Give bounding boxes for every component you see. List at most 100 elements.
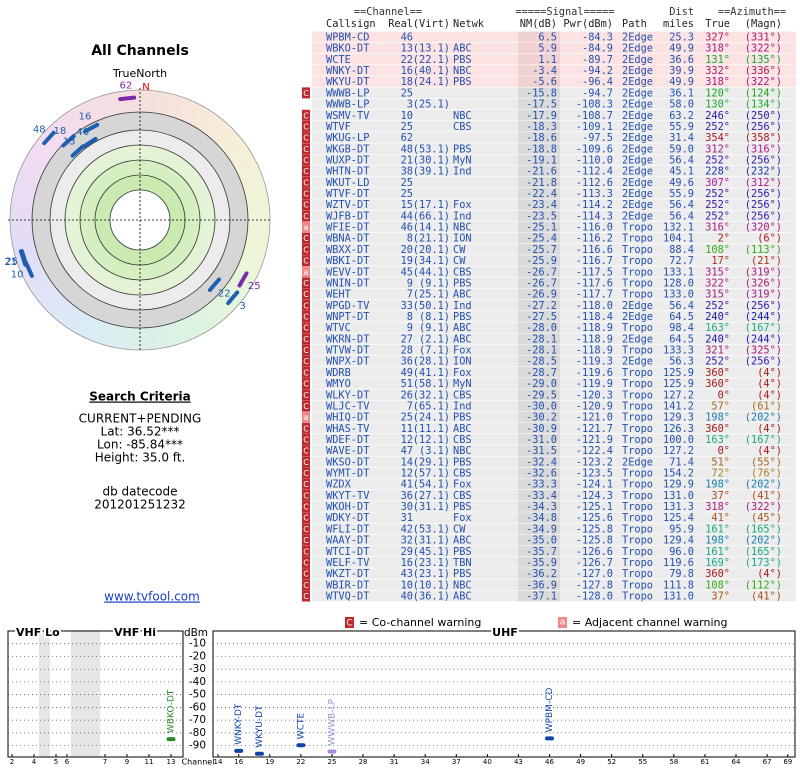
polar-title: All Channels [91, 43, 189, 59]
table-cell: (4°) [757, 389, 782, 401]
table-cell: (4°) [757, 568, 782, 580]
bar-label: WPBM-CD [545, 688, 555, 733]
nm-shade [518, 579, 560, 591]
table-cell: -17.9 [526, 110, 557, 122]
station-marker [82, 122, 100, 134]
flag-box [302, 512, 310, 524]
table-cell: -30.0 [526, 400, 557, 412]
table-cell: -18.6 [526, 132, 557, 144]
table-cell: (9.1) [419, 322, 450, 334]
y-tick-label: -40 [189, 676, 206, 688]
table-cell: 104.1 [663, 233, 694, 245]
table-cell: CW [453, 255, 466, 267]
table-cell: WKUG-LP [326, 132, 369, 144]
table-cell: (31.1) [413, 501, 450, 513]
table-cell: Fox [453, 199, 472, 211]
table-cell: (14.1) [413, 222, 450, 234]
flag-box [302, 299, 310, 311]
table-cell: PBS [453, 412, 472, 424]
table-cell: PBS [453, 143, 472, 155]
column-header: NM(dB) [520, 18, 557, 30]
table-cell: 9 [407, 322, 413, 334]
table-cell: NBC [453, 445, 472, 457]
nm-shade [518, 512, 560, 523]
region-label: VHF Lo [16, 626, 60, 639]
nm-shade [518, 422, 560, 434]
table-cell: Tropo [622, 501, 653, 513]
table-cell: (244°) [745, 333, 782, 345]
table-cell: WAVE-DT [326, 445, 369, 457]
table-cell: 108° [705, 579, 730, 591]
x-tick-label: 14 [214, 758, 223, 766]
x-tick-label: 11 [145, 758, 154, 766]
table-cell: (41°) [751, 490, 782, 502]
flag: C [303, 245, 309, 254]
bar [254, 751, 264, 756]
table-cell: 360° [705, 378, 730, 390]
table-cell: -23.5 [526, 210, 557, 222]
table-cell: Tropo [622, 222, 653, 234]
nm-shade [518, 478, 560, 490]
table-cell: 332° [705, 65, 730, 77]
table-cell: (29.1) [413, 456, 450, 468]
table-cell: 127.2 [663, 445, 694, 457]
table-cell: 47 [401, 445, 413, 457]
nm-shade [518, 456, 560, 468]
table-cell: 59.0 [669, 143, 694, 155]
table-cell: -119.9 [576, 378, 613, 390]
table-cell: WPBM-CD [326, 32, 369, 44]
table-cell: Tropo [622, 557, 653, 569]
table-cell: 2Edge [622, 65, 653, 77]
site-link[interactable]: www.tvfool.com [104, 590, 200, 604]
table-cell: 79.8 [669, 568, 694, 580]
table-cell: -36.2 [526, 568, 557, 580]
table-cell: Ind [453, 166, 472, 178]
table-cell: 129.4 [663, 535, 694, 547]
table-cell: -33.3 [526, 479, 557, 491]
table-cell: WKRN-DT [326, 333, 369, 345]
table-cell: (7.1) [419, 345, 450, 357]
flag: C [303, 89, 309, 98]
table-cell: 246° [705, 110, 730, 122]
table-cell: (112°) [745, 579, 782, 591]
table-cell: -94.2 [582, 65, 613, 77]
table-cell: 133.1 [663, 266, 694, 278]
table-cell: -89.7 [582, 54, 613, 66]
table-cell: -125.6 [576, 512, 613, 524]
table-cell: 100.0 [663, 434, 694, 446]
table-cell: -112.6 [576, 177, 613, 189]
table-cell: (326°) [745, 277, 782, 289]
table-cell: -23.4 [526, 199, 557, 211]
table-cell: 169° [705, 557, 730, 569]
table-cell: WAAY-DT [326, 535, 369, 547]
table-cell: 56.4 [669, 300, 694, 312]
flag: C [303, 547, 309, 556]
table-cell: 26 [401, 389, 413, 401]
station-label: 18 [54, 126, 67, 137]
table-cell: 3 [407, 99, 413, 111]
nm-shade [518, 467, 560, 479]
table-cell: (40.1) [413, 65, 450, 77]
table-cell: -5.6 [532, 76, 557, 88]
table-cell: 21 [401, 154, 413, 166]
column-header: (Magn) [745, 18, 782, 30]
column-header: Real [388, 18, 413, 30]
table-cell: 198° [705, 479, 730, 491]
table-cell: PBS [453, 568, 472, 580]
x-tick-label: 49 [576, 758, 585, 766]
flag: C [303, 357, 309, 366]
table-cell: -29.0 [526, 378, 557, 390]
table-cell: (34.1) [413, 255, 450, 267]
table-cell: 33 [401, 300, 413, 312]
bar [234, 748, 244, 753]
table-cell: 307° [705, 177, 730, 189]
table-cell: 16 [401, 557, 413, 569]
table-cell: (113°) [745, 244, 782, 256]
table-cell: Tropo [622, 389, 653, 401]
table-cell: 2Edge [622, 154, 653, 166]
table-cell: Tropo [622, 266, 653, 278]
table-cell: 125.4 [663, 512, 694, 524]
flag-box [302, 344, 310, 356]
y-tick-label: -10 [189, 638, 206, 650]
table-cell: 2Edge [622, 121, 653, 133]
